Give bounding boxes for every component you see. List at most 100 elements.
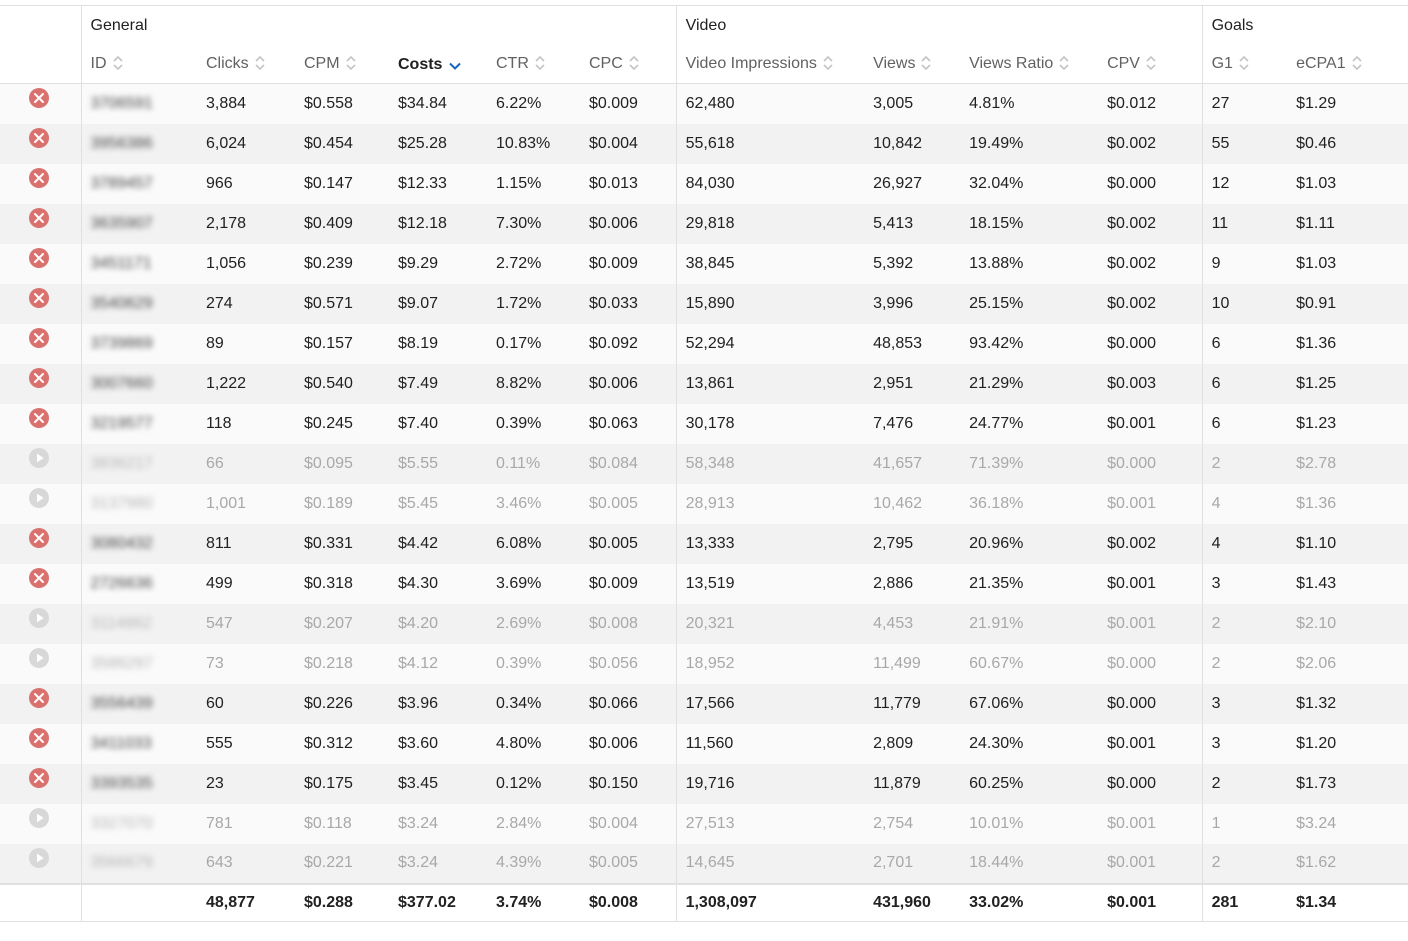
play-icon[interactable] <box>28 647 50 669</box>
cell-ctr: 2.84% <box>496 814 542 832</box>
sort-icon[interactable] <box>1239 54 1249 72</box>
col-header-costs[interactable]: Costs <box>389 46 487 84</box>
cell-cpm: $0.312 <box>304 734 353 752</box>
cell-costs: $8.19 <box>398 334 439 352</box>
col-header-video-impressions[interactable]: Video Impressions <box>675 46 865 84</box>
sort-icon[interactable] <box>921 54 932 72</box>
sort-icon[interactable] <box>255 54 265 72</box>
stop-icon[interactable] <box>28 687 50 709</box>
total-views: 431,960 <box>864 883 961 922</box>
cell-cpm: $0.207 <box>304 614 353 632</box>
cell-cpm: $0.409 <box>304 214 353 232</box>
play-icon[interactable] <box>28 487 50 509</box>
sort-icon[interactable] <box>1352 54 1362 72</box>
cell-cpc: $0.084 <box>589 454 638 472</box>
col-header-cpm[interactable]: CPM <box>295 46 389 84</box>
cell-clicks: 555 <box>206 734 233 752</box>
stop-icon[interactable] <box>28 407 50 429</box>
play-icon[interactable] <box>28 447 50 469</box>
col-header-views[interactable]: Views <box>864 46 961 84</box>
cell-cpm: $0.095 <box>304 454 353 472</box>
sort-icon[interactable] <box>1059 54 1069 72</box>
cell-views-ratio: 25.15% <box>969 294 1024 312</box>
stop-icon[interactable] <box>28 167 50 189</box>
cell-views: 2,886 <box>873 574 914 592</box>
col-header-cpv[interactable]: CPV <box>1098 46 1203 84</box>
cell-g1: 6 <box>1201 363 1288 404</box>
col-header-g1[interactable]: G1 <box>1201 46 1288 84</box>
stop-icon[interactable] <box>28 527 50 549</box>
row-action-cell <box>0 764 81 804</box>
sort-icon[interactable] <box>823 54 833 72</box>
cell-views: 5,413 <box>873 214 914 232</box>
cell-g1: 55 <box>1201 123 1288 164</box>
table-row: 3635907 2,178 $0.409 $12.18 7.30% $0.006 29,81… <box>0 203 1408 244</box>
cell-views: 7,476 <box>873 414 914 432</box>
group-header-blank <box>0 6 81 47</box>
stop-icon[interactable] <box>28 207 50 229</box>
stop-icon[interactable] <box>28 287 50 309</box>
cell-ctr: 4.80% <box>496 734 542 752</box>
col-header-cpc[interactable]: CPC <box>580 46 677 84</box>
row-id: 3114862 <box>90 614 152 632</box>
stop-icon[interactable] <box>28 127 50 149</box>
cell-views: 11,499 <box>873 654 921 672</box>
cell-ctr: 0.39% <box>496 654 542 672</box>
row-id: 3327070 <box>90 814 153 832</box>
sort-icon[interactable] <box>629 54 639 72</box>
cell-video-impressions: 13,861 <box>675 363 865 404</box>
col-header-label: Views Ratio <box>969 55 1054 73</box>
totals-id <box>80 883 197 922</box>
cell-cpc: $0.006 <box>589 214 638 232</box>
stop-icon[interactable] <box>28 567 50 589</box>
col-header-clicks[interactable]: Clicks <box>197 46 295 84</box>
cell-ctr: 6.22% <box>496 94 542 112</box>
cell-views-ratio: 21.29% <box>969 374 1024 392</box>
cell-cpv: $0.002 <box>1107 534 1157 552</box>
cell-cpm: $0.118 <box>304 814 352 832</box>
col-header-ecpa1[interactable]: eCPA1 <box>1287 46 1408 84</box>
cell-cpm: $0.318 <box>304 574 353 592</box>
cell-ecpa1: $1.23 <box>1296 414 1337 432</box>
stop-icon[interactable] <box>28 327 50 349</box>
play-icon[interactable] <box>28 807 50 829</box>
sort-desc-icon[interactable] <box>448 58 462 71</box>
sort-icon[interactable] <box>112 54 123 72</box>
col-header-id[interactable]: ID <box>80 46 197 84</box>
sort-icon[interactable] <box>345 54 356 72</box>
cell-id: 3393535 <box>80 763 197 804</box>
row-action-cell <box>0 644 81 684</box>
play-icon[interactable] <box>28 607 50 629</box>
cell-cpv: $0.000 <box>1107 454 1157 472</box>
cell-cpv: $0.001 <box>1107 494 1157 512</box>
sort-icon[interactable] <box>535 54 545 72</box>
stop-icon[interactable] <box>28 727 50 749</box>
cell-g1: 3 <box>1201 563 1288 604</box>
cell-id: 3556439 <box>80 683 197 724</box>
stop-icon[interactable] <box>28 767 50 789</box>
cell-video-impressions: 13,519 <box>675 563 865 604</box>
table-row: 3956386 6,024 $0.454 $25.28 10.83% $0.004 55,6… <box>0 123 1408 164</box>
cell-cpv: $0.000 <box>1107 774 1157 792</box>
cell-id: 2726636 <box>80 563 197 604</box>
cell-costs: $4.12 <box>398 654 439 672</box>
cell-costs: $12.33 <box>398 174 447 192</box>
col-header-views-ratio[interactable]: Views Ratio <box>960 46 1099 84</box>
play-icon[interactable] <box>28 847 50 869</box>
stop-icon[interactable] <box>28 87 50 109</box>
cell-cpv: $0.001 <box>1107 614 1157 632</box>
table-row: 3706591 3,884 $0.558 $34.84 6.22% $0.009 62,48… <box>0 83 1408 124</box>
cell-views: 2,795 <box>873 534 914 552</box>
cell-g1: 2 <box>1201 763 1288 804</box>
cell-costs: $12.18 <box>398 214 447 232</box>
table-row: 3586297 73 $0.218 $4.12 0.39% $0.056 18,952 11,… <box>0 643 1408 684</box>
cell-views-ratio: 21.91% <box>969 614 1024 632</box>
cell-video-impressions: 52,294 <box>675 323 865 364</box>
cell-ecpa1: $1.29 <box>1296 94 1337 112</box>
cell-ecpa1: $1.03 <box>1296 174 1337 192</box>
col-header-ctr[interactable]: CTR <box>487 46 580 84</box>
row-action-cell <box>0 164 81 204</box>
stop-icon[interactable] <box>28 367 50 389</box>
sort-icon[interactable] <box>1146 54 1156 72</box>
stop-icon[interactable] <box>28 247 50 269</box>
